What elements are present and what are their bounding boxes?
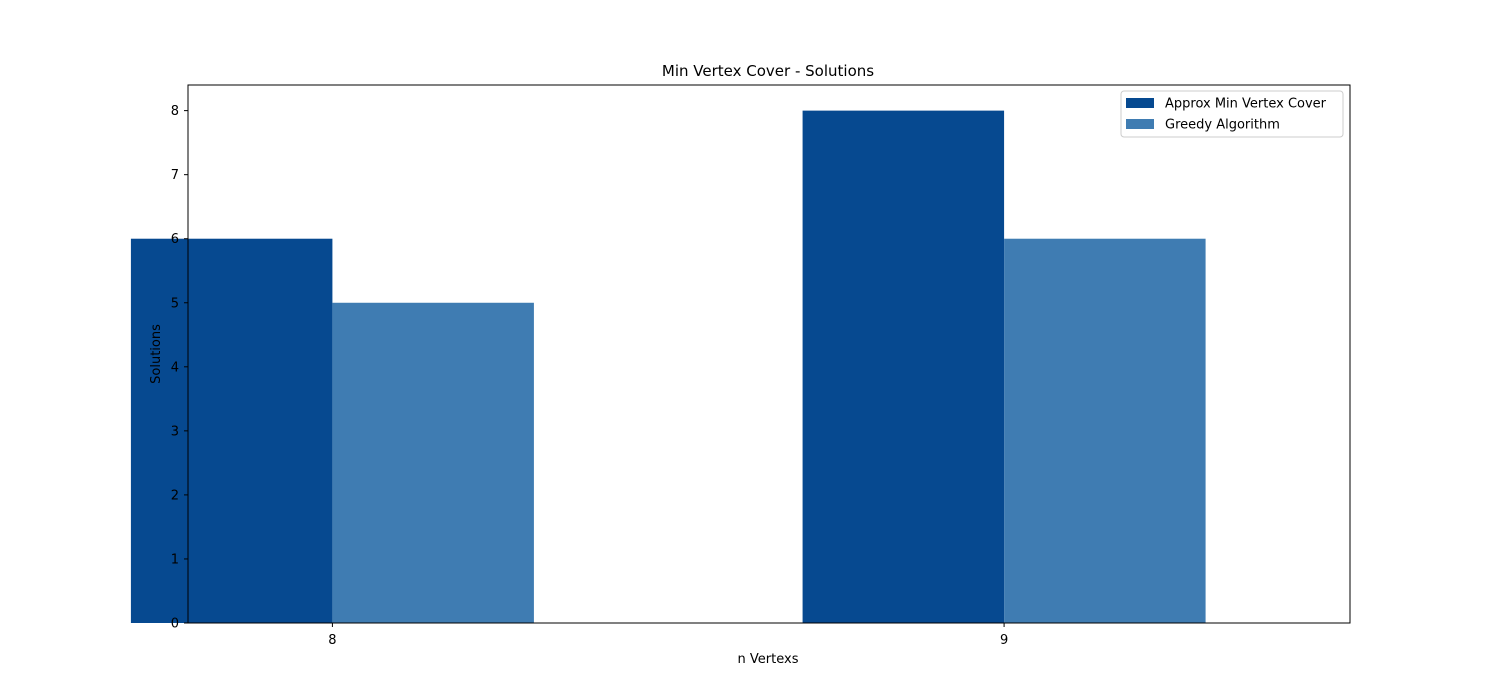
bar-approx-8 [130, 238, 333, 623]
y-axis-label: Solutions [149, 324, 164, 384]
y-tick-label: 0 [171, 617, 179, 632]
y-tick-label: 1 [171, 552, 179, 567]
y-tick-label: 5 [171, 296, 179, 311]
legend-label: Greedy Algorithm [1165, 118, 1280, 133]
chart-title: Min Vertex Cover - Solutions [662, 62, 874, 80]
y-tick-label: 2 [171, 488, 179, 503]
y-tick-label: 6 [171, 232, 179, 247]
bar-approx-9 [802, 110, 1005, 624]
y-tick-label: 4 [171, 360, 179, 375]
bar-greedy-8 [332, 302, 534, 623]
legend: Approx Min Vertex Cover Greedy Algorithm [1120, 90, 1344, 138]
x-tick-label: 9 [1000, 633, 1008, 648]
x-tick-label: 8 [328, 633, 336, 648]
y-tick-label: 8 [171, 104, 179, 119]
x-axis-label: n Vertexs [738, 652, 799, 667]
bars-group [130, 110, 1206, 624]
legend-swatch [1126, 119, 1154, 129]
legend-box [1120, 90, 1344, 138]
plot-frame [187, 84, 1351, 624]
legend-label: Approx Min Vertex Cover [1165, 97, 1327, 112]
legend-swatch [1126, 98, 1154, 108]
bar-greedy-9 [1004, 238, 1206, 623]
y-axis: 0 1 2 3 4 5 6 7 8 [171, 104, 188, 632]
y-tick-label: 7 [171, 168, 179, 183]
y-tick-label: 3 [171, 424, 179, 439]
